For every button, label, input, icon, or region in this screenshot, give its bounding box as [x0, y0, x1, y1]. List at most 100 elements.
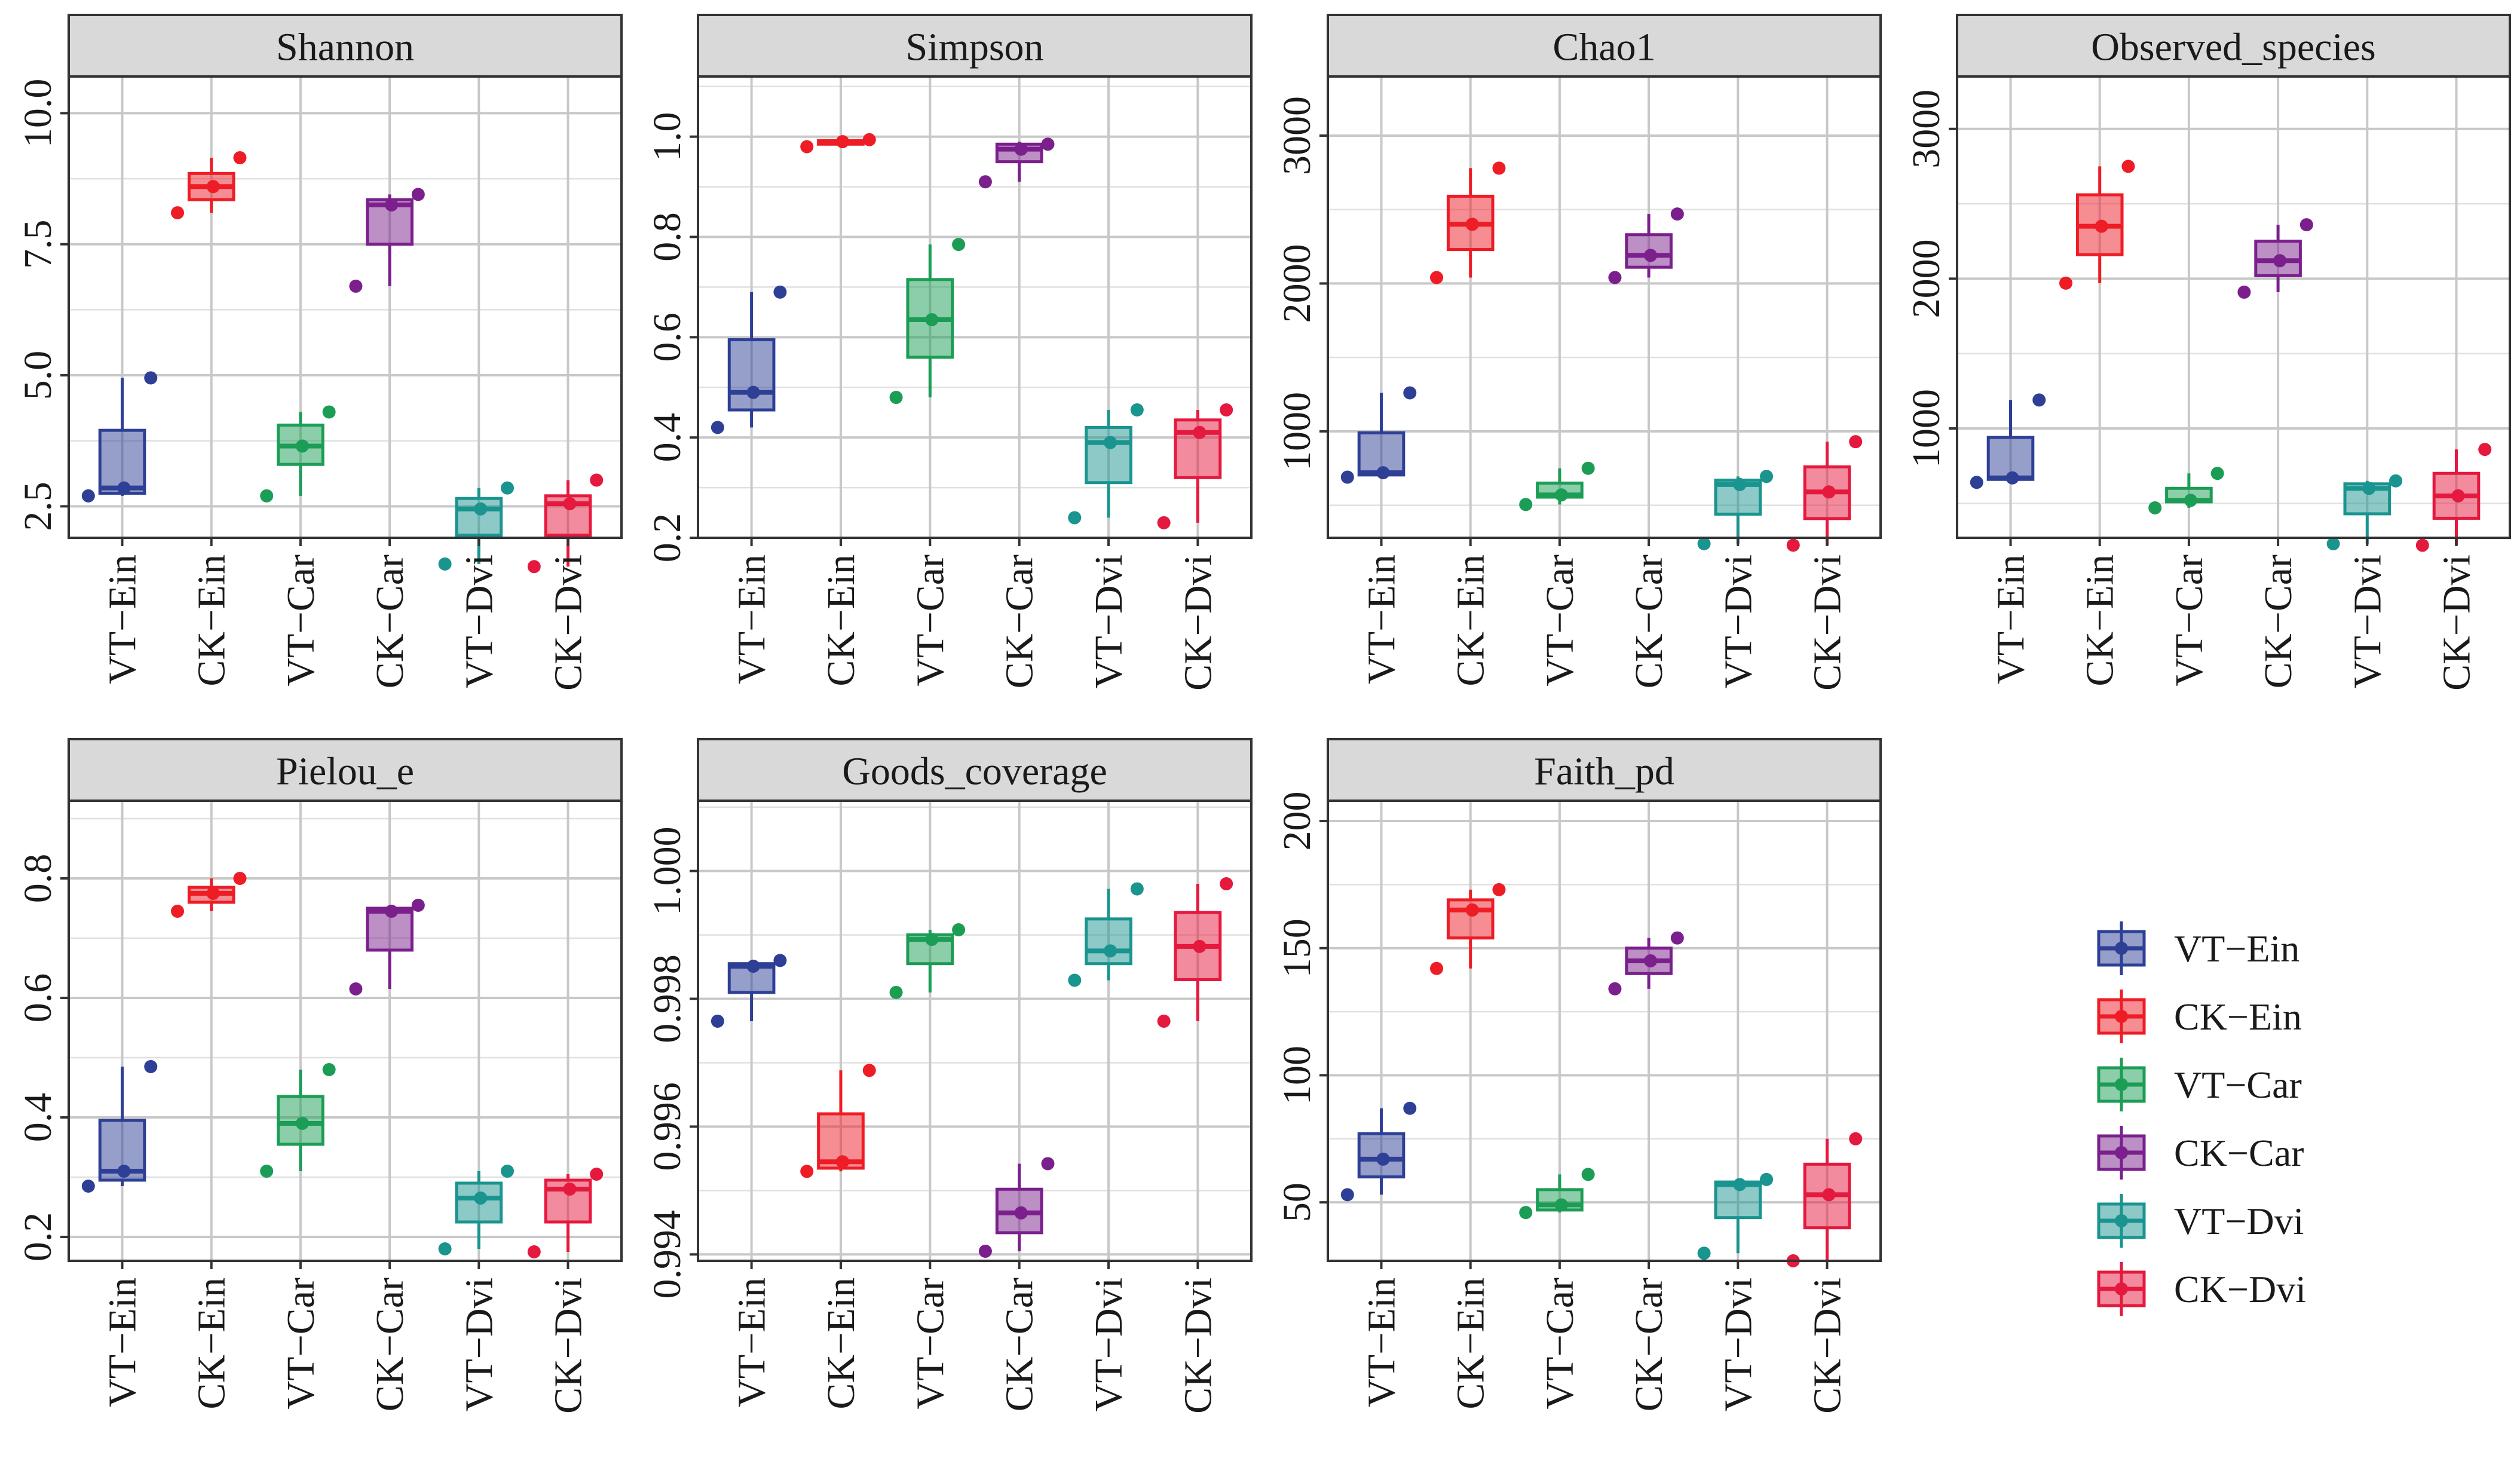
box-iqr [1085, 425, 1132, 485]
y-tick-label: 150 [1275, 918, 1319, 978]
x-tick-label: CK−Dvi [546, 1278, 590, 1414]
x-tick-label: CK−Car [1627, 1278, 1671, 1411]
data-point [233, 872, 247, 885]
panel-background [1328, 76, 1881, 538]
y-tick-label: 0.998 [645, 954, 689, 1043]
box-goods-coverage-ck-dvi [1157, 877, 1233, 1028]
data-point [411, 188, 425, 201]
box-goods-coverage-ck-ein [800, 1064, 876, 1178]
box-simpson-ck-ein [800, 133, 876, 154]
legend-item-vt-car: VT−Car [2097, 1058, 2302, 1111]
data-point [2148, 501, 2162, 514]
x-tick-label: CK−Car [368, 1278, 412, 1411]
y-tick-label: 0.6 [16, 973, 60, 1023]
facet-strip [1956, 14, 2511, 78]
data-point [773, 954, 787, 967]
data-point [952, 238, 966, 252]
data-point [349, 279, 363, 293]
box-pielou-e-ck-dvi [527, 1168, 604, 1258]
x-tick-label: VT−Car [279, 1278, 323, 1410]
x-tick-label: VT−Ein [730, 1278, 774, 1407]
panel-pielou-e: Pielou_e 0.2 0.4 0.6 0.8 VT−Ein CK−Ein VT−Car CK… [16, 738, 623, 1414]
data-point [2415, 538, 2429, 552]
y-tick-label: 0.2 [16, 1212, 60, 1262]
data-point [1068, 973, 1082, 987]
x-tick-label: CK−Dvi [1176, 1278, 1220, 1414]
y-tick-label: 0.6 [645, 313, 689, 362]
x-tick-label: CK−Ein [2078, 555, 2122, 687]
box-observed-species-vt-ein [1970, 393, 2046, 489]
data-point [2210, 467, 2224, 480]
box-faith-pd-vt-ein [1340, 1101, 1417, 1202]
box-chao1-ck-car [1608, 207, 1684, 284]
data-point [1340, 1188, 1354, 1202]
box-faith-pd-ck-car [1608, 931, 1684, 996]
data-point [501, 1165, 515, 1178]
legend-item-ck-car: CK−Car [2097, 1126, 2304, 1180]
data-point [1157, 516, 1171, 529]
y-tick-label: 0.996 [645, 1082, 689, 1171]
data-point [527, 1245, 541, 1258]
data-point [1849, 1132, 1863, 1145]
data-point [474, 502, 488, 516]
legend-label: CK−Ein [2174, 996, 2302, 1038]
data-point [1193, 425, 1207, 439]
data-point [1760, 470, 1774, 483]
panel-shannon: Shannon 2.5 5.0 7.5 10.0 VT−Ein CK−Ein VT−Car CK… [16, 14, 623, 691]
data-point [2389, 474, 2403, 488]
data-point [925, 313, 939, 326]
x-tick-label: CK−Ein [1449, 1278, 1493, 1410]
legend-label: CK−Car [2174, 1132, 2304, 1174]
box-pielou-e-ck-car [349, 899, 425, 996]
panel-background [1957, 76, 2510, 538]
data-point [1492, 161, 1506, 175]
x-tick-label: VT−Car [1538, 555, 1582, 687]
data-point [978, 1244, 992, 1258]
x-tick-label: VT−Car [908, 555, 952, 687]
y-tick-label: 5.0 [16, 351, 60, 400]
legend-item-vt-ein: VT−Ein [2097, 921, 2299, 975]
panel-background [1328, 801, 1881, 1261]
box-shannon-vt-dvi [438, 481, 515, 571]
x-tick-label: VT−Ein [730, 555, 774, 684]
data-point [1608, 982, 1622, 996]
x-tick-label: VT−Car [2167, 555, 2211, 687]
data-point [1340, 470, 1354, 484]
x-tick-label: VT−Ein [101, 555, 145, 684]
legend-key-point [2115, 1078, 2128, 1091]
panel-background [698, 76, 1251, 538]
x-tick-label: VT−Dvi [1087, 1278, 1131, 1411]
y-tick-label: 10.0 [16, 79, 60, 148]
data-point [1644, 954, 1658, 968]
facet-strip [697, 14, 1253, 78]
data-point [322, 1063, 336, 1076]
x-tick-label: CK−Car [368, 555, 412, 688]
panel-chao1: Chao1 1000 2000 3000 VT−Ein CK−Ein VT−Car CK−Ca… [1275, 14, 1882, 691]
y-tick-label: 100 [1275, 1046, 1319, 1105]
box-iqr [366, 906, 414, 952]
x-tick-label: CK−Dvi [1176, 555, 1220, 691]
y-tick-label: 2000 [1904, 239, 1948, 318]
data-point [206, 887, 220, 900]
data-point [1519, 498, 1533, 511]
x-tick-label: VT−Ein [1360, 1278, 1404, 1407]
data-point [1014, 142, 1028, 156]
data-point [1157, 1014, 1171, 1028]
data-point [1403, 386, 1417, 400]
facet-title: Goods_coverage [842, 750, 1107, 794]
data-point [1130, 403, 1144, 417]
data-point [1430, 961, 1444, 975]
data-point [1519, 1206, 1533, 1220]
y-tick-label: 0.4 [645, 413, 689, 462]
data-point [590, 1168, 604, 1181]
data-point [1104, 944, 1117, 958]
data-point [501, 481, 515, 495]
x-tick-label: CK−Ein [190, 1278, 234, 1410]
data-point [2451, 489, 2465, 503]
y-tick-label: 1.0 [645, 112, 689, 161]
data-point [1104, 436, 1117, 449]
data-point [800, 1165, 814, 1178]
x-tick-label: CK−Dvi [1805, 1278, 1849, 1414]
data-point [2273, 254, 2287, 268]
data-point [1581, 461, 1595, 475]
